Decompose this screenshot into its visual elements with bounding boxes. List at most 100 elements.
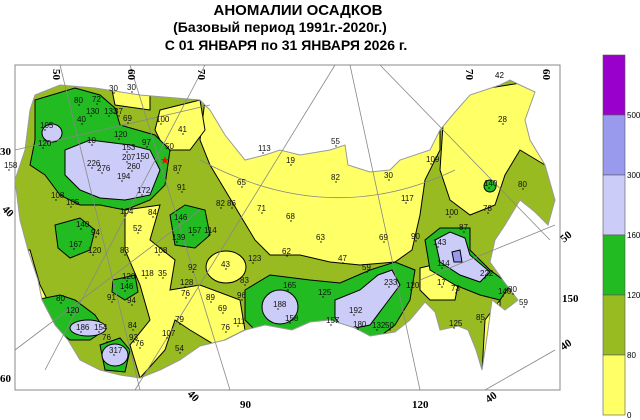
station-dot <box>290 164 292 166</box>
station-value: 68 <box>286 212 295 221</box>
station-value: 84 <box>148 208 157 217</box>
zones-160-300 <box>41 123 491 367</box>
station-dot <box>488 187 490 189</box>
station-value: 158 <box>285 314 299 323</box>
station-value: 80 <box>56 294 65 303</box>
station-dot <box>502 123 504 125</box>
grid-label-right-40: 40 <box>558 337 574 353</box>
station-value: 59 <box>362 263 371 272</box>
station-value: 30 <box>384 171 393 180</box>
station-value: 120 <box>114 130 128 139</box>
station-dot <box>192 271 194 273</box>
station-dot <box>222 312 224 314</box>
station-value: 317 <box>109 346 123 355</box>
station-value: 69 <box>123 114 132 123</box>
station-dot <box>118 115 120 117</box>
station-value: 73 <box>451 284 460 293</box>
legend-swatch <box>602 294 626 356</box>
graticule <box>14 64 556 391</box>
station-dot <box>484 277 486 279</box>
station-value: 90 <box>411 232 420 241</box>
station-value: 76 <box>135 339 144 348</box>
station-value: 120 <box>88 246 102 255</box>
map-subtitle-base-period: (Базовый период 1991г.-2020г.) <box>173 19 387 35</box>
grid-label-bottom-40: 40 <box>185 388 202 405</box>
station-dot <box>241 186 243 188</box>
station-dot <box>90 115 92 117</box>
station-dot <box>237 325 239 327</box>
station-value: 65 <box>237 178 246 187</box>
station-value: 94 <box>91 228 100 237</box>
grid-label-top-60-east: 60 <box>540 69 552 81</box>
station-dot <box>357 328 359 330</box>
grid-label-top-42: 42 <box>495 71 504 80</box>
station-value: 41 <box>178 125 187 134</box>
station-value: 104 <box>120 207 134 216</box>
station-value: 82 <box>331 173 340 182</box>
station-dot <box>81 123 83 125</box>
station-dot <box>113 92 115 94</box>
station-dot <box>91 144 93 146</box>
station-dot <box>124 215 126 217</box>
station-dot <box>160 123 162 125</box>
station-value: 130 <box>86 107 100 116</box>
station-value: 35 <box>158 269 167 278</box>
station-dot <box>290 220 292 222</box>
station-value: 186 <box>76 323 90 332</box>
station-dot <box>405 202 407 204</box>
station-dot <box>140 160 142 162</box>
station-dot <box>177 172 179 174</box>
grid-label-top-70-east: 70 <box>463 69 475 81</box>
station-dot <box>389 329 391 331</box>
station-value: 59 <box>519 298 528 307</box>
station-dot <box>277 308 279 310</box>
station-dot <box>124 254 126 256</box>
station-value: 92 <box>188 263 197 272</box>
station-value: 167 <box>69 240 83 249</box>
station-dot <box>158 254 160 256</box>
station-value: 128 <box>180 278 194 287</box>
station-dot <box>252 262 254 264</box>
station-dot <box>126 151 128 153</box>
station-value: 120 <box>122 272 136 281</box>
station-value: 100 <box>445 208 459 217</box>
station-value: 52 <box>133 224 142 233</box>
station-value: 19 <box>286 156 295 165</box>
station-dot <box>8 169 10 171</box>
zone-300-500 <box>451 249 463 263</box>
station-value: 94 <box>127 296 136 305</box>
station-value: 37 <box>114 107 123 116</box>
station-dot <box>176 241 178 243</box>
station-value: 83 <box>240 276 249 285</box>
station-value: 50 <box>385 321 394 330</box>
station-value: 91 <box>177 183 186 192</box>
station-value: 105 <box>66 198 80 207</box>
station-value: 114 <box>437 259 450 268</box>
station-dot <box>502 295 504 297</box>
station-dot <box>244 284 246 286</box>
station-value: 87 <box>459 223 468 232</box>
station-dot <box>225 268 227 270</box>
station-dot <box>162 277 164 279</box>
legend-tick-label: 160 <box>627 231 640 240</box>
station-dot <box>353 314 355 316</box>
legend-tick-label: 300 <box>627 171 640 180</box>
station-value: 133 <box>104 107 118 116</box>
map-subtitle-date-range: С 01 ЯНВАРЯ по 31 ЯНВАРЯ 2026 г. <box>164 37 408 53</box>
station-dot <box>383 241 385 243</box>
station-value: 226 <box>87 159 101 168</box>
station-dot <box>78 104 80 106</box>
station-value: 192 <box>349 306 363 315</box>
station-dot <box>388 286 390 288</box>
station-value: 105 <box>40 121 54 130</box>
station-dot <box>101 172 103 174</box>
grid-label-bottom-40-east: 40 <box>483 389 499 405</box>
station-value: 120 <box>66 306 80 315</box>
station-dot <box>455 292 457 294</box>
station-dot <box>210 301 212 303</box>
station-dot <box>118 138 120 140</box>
station-dot <box>132 329 134 331</box>
station-value: 72 <box>92 95 101 104</box>
station-value: 107 <box>162 329 176 338</box>
station-dot <box>220 207 222 209</box>
